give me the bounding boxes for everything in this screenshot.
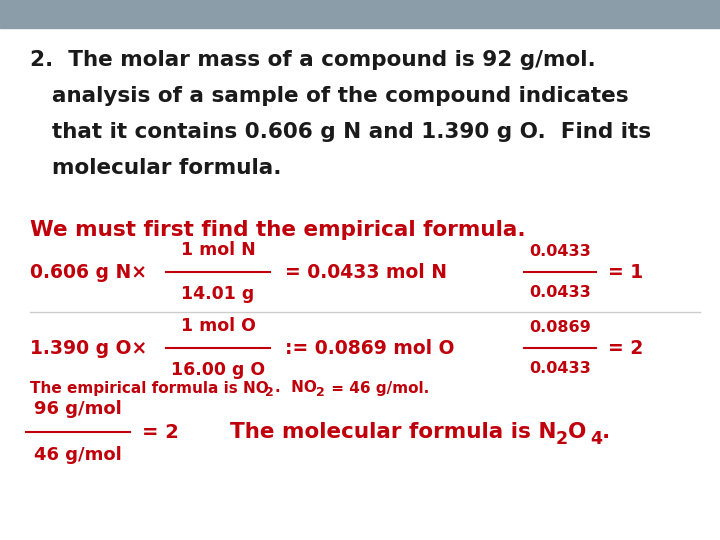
Text: = 2: = 2 [142, 422, 179, 442]
Text: 0.606 g N×: 0.606 g N× [30, 262, 147, 281]
Text: We must first find the empirical formula.: We must first find the empirical formula… [30, 220, 526, 240]
Text: 2: 2 [316, 387, 325, 400]
Text: 2: 2 [556, 430, 568, 448]
Text: 2: 2 [265, 387, 274, 400]
Text: = 1: = 1 [608, 262, 643, 281]
Text: .  NO: . NO [275, 381, 317, 395]
Text: The molecular formula is N: The molecular formula is N [230, 422, 557, 442]
Text: 0.0433: 0.0433 [529, 285, 591, 300]
Text: := 0.0869 mol O: := 0.0869 mol O [285, 339, 454, 357]
Text: 1.390 g O×: 1.390 g O× [30, 339, 148, 357]
Text: 1 mol O: 1 mol O [181, 317, 256, 335]
Text: 0.0433: 0.0433 [529, 244, 591, 259]
Text: = 46 g/mol.: = 46 g/mol. [326, 381, 429, 395]
Text: = 2: = 2 [608, 339, 643, 357]
Text: = 0.0433 mol N: = 0.0433 mol N [285, 262, 447, 281]
Text: 0.0433: 0.0433 [529, 361, 591, 376]
Text: 4: 4 [590, 430, 602, 448]
Text: 16.00 g O: 16.00 g O [171, 361, 265, 379]
Bar [0, 0, 720, 28]
Text: 0.0869: 0.0869 [529, 320, 591, 335]
Text: 14.01 g: 14.01 g [181, 285, 255, 303]
Text: molecular formula.: molecular formula. [52, 158, 282, 178]
Text: that it contains 0.606 g N and 1.390 g O.  Find its: that it contains 0.606 g N and 1.390 g O… [52, 122, 651, 142]
Text: 2.  The molar mass of a compound is 92 g/mol.: 2. The molar mass of a compound is 92 g/… [30, 50, 595, 70]
Text: 46 g/mol: 46 g/mol [34, 446, 122, 464]
Text: analysis of a sample of the compound indicates: analysis of a sample of the compound ind… [52, 86, 629, 106]
Text: 96 g/mol: 96 g/mol [34, 400, 122, 418]
Text: 1 mol N: 1 mol N [181, 241, 256, 259]
Text: .: . [602, 422, 611, 442]
Text: The empirical formula is NO: The empirical formula is NO [30, 381, 269, 395]
Text: O: O [568, 422, 586, 442]
